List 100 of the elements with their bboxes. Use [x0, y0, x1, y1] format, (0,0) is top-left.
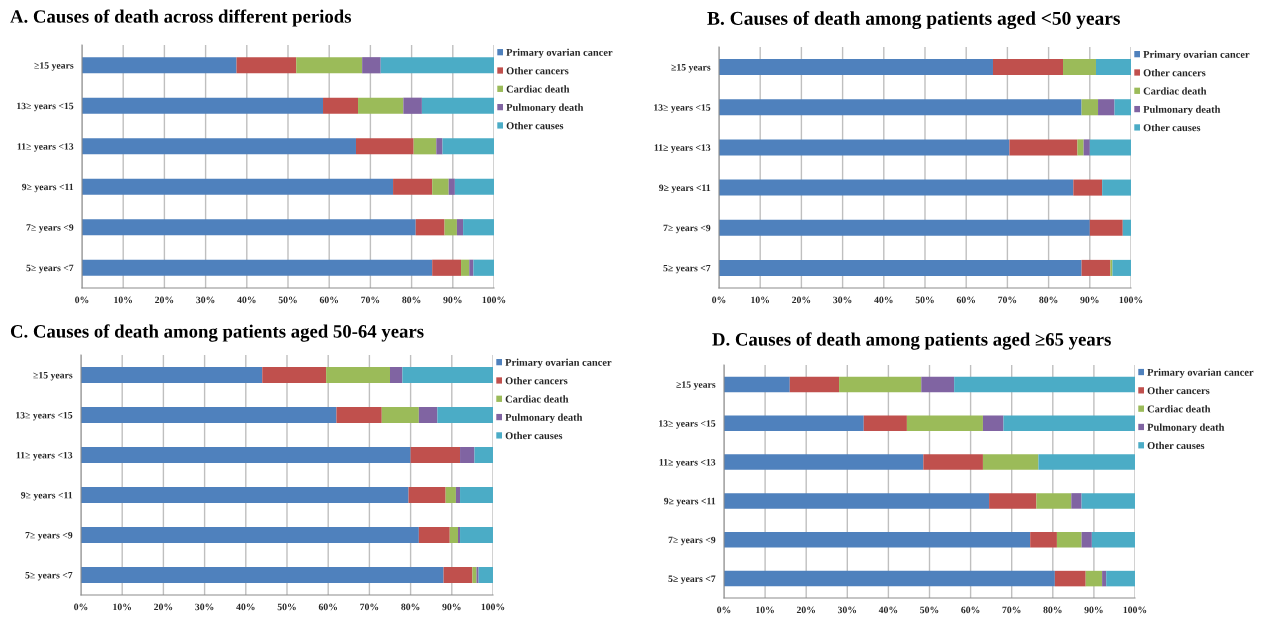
x-tick-label: 10% — [113, 603, 132, 611]
bar — [1054, 570, 1086, 587]
bar — [1081, 99, 1099, 116]
bar — [1003, 415, 1135, 432]
bar — [460, 527, 493, 543]
bar — [443, 567, 473, 583]
bar — [982, 415, 1004, 432]
x-tick-label: 0% — [712, 296, 726, 304]
bar — [989, 493, 1037, 509]
y-tick-label: 13≥ years <15 — [16, 411, 73, 421]
bar — [402, 367, 493, 383]
bar — [393, 178, 433, 195]
x-tick-label: 60% — [961, 606, 980, 614]
legend-label: Other cancers — [506, 66, 569, 75]
legend-label: Cardiac death — [1143, 87, 1207, 95]
bar — [719, 139, 1010, 156]
x-tick-label: 90% — [442, 603, 461, 611]
bar — [476, 567, 479, 583]
legend-label: Pulmonary death — [1143, 105, 1221, 116]
bar — [448, 178, 455, 195]
x-tick-label: 100% — [1123, 606, 1147, 614]
bar — [1071, 493, 1082, 509]
x-tick-label: 0% — [74, 603, 88, 611]
x-tick-label: 70% — [360, 603, 379, 611]
x-tick-label: 40% — [237, 296, 256, 304]
bar — [460, 487, 493, 503]
x-tick-label: 40% — [874, 296, 893, 304]
legend-label: Primary ovarian cancer — [1143, 50, 1250, 61]
bar — [408, 487, 446, 503]
y-tick-label: 5≥ years <7 — [663, 264, 711, 274]
x-tick-label: 60% — [318, 603, 338, 611]
bar — [1081, 531, 1092, 548]
y-tick-label: 13≥ years <15 — [17, 102, 74, 112]
x-tick-label: 90% — [443, 296, 462, 304]
bar — [1083, 139, 1090, 156]
bar — [457, 527, 461, 543]
bar — [472, 567, 477, 583]
bar — [1110, 259, 1113, 276]
bar — [1089, 219, 1123, 236]
bar — [380, 57, 494, 74]
bar — [1081, 493, 1135, 509]
bar — [81, 367, 263, 383]
y-tick-label: 7≥ years <9 — [26, 224, 74, 233]
bar — [719, 259, 1082, 276]
legend-label: Other cancers — [1147, 386, 1210, 395]
x-tick-label: 30% — [195, 603, 214, 611]
y-tick-label: 5≥ years <7 — [26, 264, 74, 274]
bar — [474, 447, 493, 463]
bar — [437, 407, 493, 423]
y-tick-label: 7≥ years <9 — [663, 224, 711, 234]
x-tick-label: 30% — [196, 296, 215, 304]
bar — [418, 527, 450, 543]
bar — [442, 138, 494, 155]
bar — [863, 415, 907, 432]
chart-title: B. Causes of death among patients aged <50 years — [707, 11, 1120, 29]
bar — [473, 259, 494, 276]
bar — [719, 59, 993, 76]
x-tick-label: 50% — [278, 296, 297, 304]
y-tick-label: 11≥ years <13 — [17, 143, 74, 152]
bar — [381, 407, 419, 423]
bar — [954, 376, 1135, 393]
bar — [1091, 531, 1135, 548]
y-tick-label: 7≥ years <9 — [25, 531, 73, 541]
x-tick-label: 50% — [915, 296, 934, 304]
x-tick-label: 70% — [361, 296, 380, 304]
bar — [1073, 179, 1103, 196]
legend-label: Other causes — [505, 431, 563, 440]
bar — [921, 376, 955, 393]
x-tick-label: 20% — [792, 296, 811, 304]
bar — [1095, 59, 1131, 76]
legend-label: Other cancers — [1143, 68, 1206, 77]
legend-label: Other causes — [1147, 441, 1205, 450]
chart-title: C. Causes of death among patients aged 50-64 years — [10, 324, 424, 342]
bar — [81, 407, 337, 423]
bar — [1030, 531, 1057, 548]
bar — [454, 178, 494, 195]
x-tick-label: 100% — [1119, 296, 1143, 304]
bar — [724, 493, 990, 509]
bar — [992, 59, 1064, 76]
bar — [436, 138, 443, 155]
bar — [719, 179, 1074, 196]
bar — [82, 97, 324, 114]
legend-label: Pulmonary death — [1147, 423, 1225, 433]
bar — [358, 97, 404, 114]
x-tick-label: 10% — [751, 296, 770, 304]
bar — [1106, 570, 1135, 587]
legend-label: Other cancers — [505, 376, 568, 385]
bar — [444, 219, 457, 236]
legend-label: Cardiac death — [505, 395, 569, 403]
legend-label: Primary ovarian cancer — [506, 48, 613, 59]
bar — [1089, 139, 1131, 156]
bar — [1122, 219, 1131, 236]
bar — [1085, 570, 1103, 587]
bar — [469, 259, 474, 276]
bar — [421, 97, 494, 114]
bar — [719, 99, 1082, 116]
legend-label: Cardiac death — [506, 85, 570, 93]
y-tick-label: ≥15 years — [33, 371, 73, 381]
bar — [1036, 493, 1072, 509]
x-tick-label: 90% — [1084, 606, 1103, 614]
